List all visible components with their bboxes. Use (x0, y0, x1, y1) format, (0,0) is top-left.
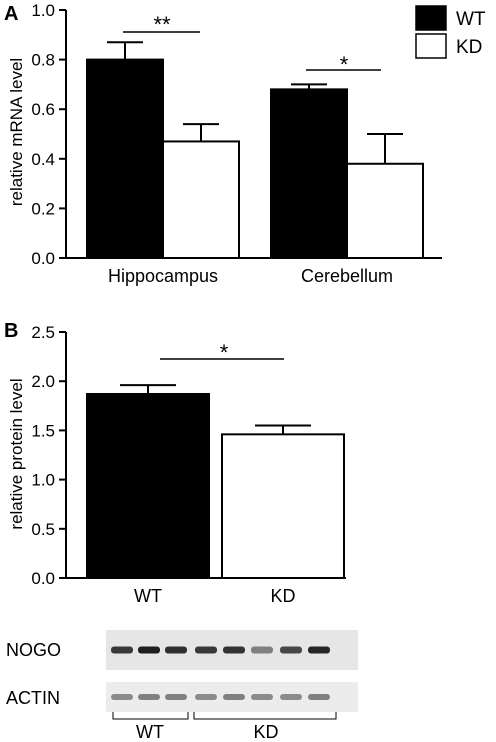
panel-b-y-ticks: 0.0 0.5 1.0 1.5 2.0 2.5 (31, 323, 66, 588)
band-nogo (138, 646, 160, 654)
category-label: WT (134, 586, 162, 606)
bar-kd-cerebellum (346, 162, 424, 259)
band-nogo (251, 646, 273, 654)
blot-label-nogo: NOGO (6, 640, 61, 660)
y-tick-label: 2.0 (31, 372, 55, 391)
band-nogo (223, 646, 245, 654)
sig-star-cerebellum: * (340, 52, 349, 77)
blot-group-wt: WT (136, 722, 164, 742)
y-tick-label: 2.5 (31, 323, 55, 342)
panel-b-categories: WT KD (134, 586, 296, 606)
category-label: KD (270, 586, 295, 606)
band-nogo (165, 646, 187, 654)
bracket-wt (112, 712, 189, 720)
panel-a-y-ticks: 0.0 0.2 0.4 0.6 0.8 1.0 (31, 1, 66, 268)
band-nogo (280, 646, 302, 654)
panel-b-label: B (4, 320, 18, 342)
panel-b-bars (86, 384, 345, 579)
legend-swatch-wt (415, 5, 447, 31)
blot-group-kd: KD (253, 722, 278, 742)
band-actin (111, 694, 133, 700)
bracket-kd (193, 712, 337, 720)
sig-star-hippocampus: ** (153, 12, 171, 37)
bar-protein-wt (86, 392, 210, 579)
y-tick-label: 1.0 (31, 1, 55, 20)
y-tick-label: 0.6 (31, 100, 55, 119)
band-actin (223, 694, 245, 700)
bar-wt-cerebellum (270, 88, 348, 259)
bar-kd-hippocampus (162, 140, 240, 259)
band-actin (195, 694, 217, 700)
y-tick-label: 1.5 (31, 421, 55, 440)
legend-label-wt: WT (456, 9, 486, 30)
band-nogo (111, 646, 133, 654)
panel-a-label: A (4, 3, 18, 25)
band-actin (138, 694, 160, 700)
band-actin (280, 694, 302, 700)
y-tick-label: 0.0 (31, 569, 55, 588)
panel-a-categories: Hippocampus Cerebellum (108, 266, 393, 286)
band-nogo (308, 646, 330, 654)
blot-bands (111, 646, 330, 700)
category-label: Hippocampus (108, 266, 218, 286)
panel-a-y-axis-label: relative mRNA level (7, 58, 26, 206)
legend-label-kd: KD (456, 37, 482, 58)
band-actin (308, 694, 330, 700)
panel-a: A relative mRNA level 0.0 0.2 0.4 0.6 0.8 1.0… (4, 1, 442, 286)
blot-label-actin: ACTIN (6, 688, 60, 708)
band-nogo (195, 646, 217, 654)
legend-swatch-kd (415, 33, 447, 59)
y-tick-label: 0.0 (31, 249, 55, 268)
y-tick-label: 1.0 (31, 471, 55, 490)
panel-b: B relative protein level 0.0 0.5 1.0 1.5 2.0… (4, 320, 346, 606)
y-tick-label: 0.5 (31, 520, 55, 539)
sig-star-protein: * (220, 340, 229, 365)
legend: WT KD (415, 5, 486, 59)
y-tick-label: 0.8 (31, 51, 55, 70)
category-label: Cerebellum (301, 266, 393, 286)
bar-wt-hippocampus (86, 58, 164, 259)
y-tick-label: 0.4 (31, 150, 55, 169)
bar-protein-kd (221, 433, 345, 579)
band-actin (165, 694, 187, 700)
y-tick-label: 0.2 (31, 199, 55, 218)
panel-b-y-axis-label: relative protein level (7, 378, 26, 529)
western-blot: NOGO ACTIN WT KD (6, 630, 358, 742)
band-actin (251, 694, 273, 700)
panel-a-bars (86, 41, 424, 259)
